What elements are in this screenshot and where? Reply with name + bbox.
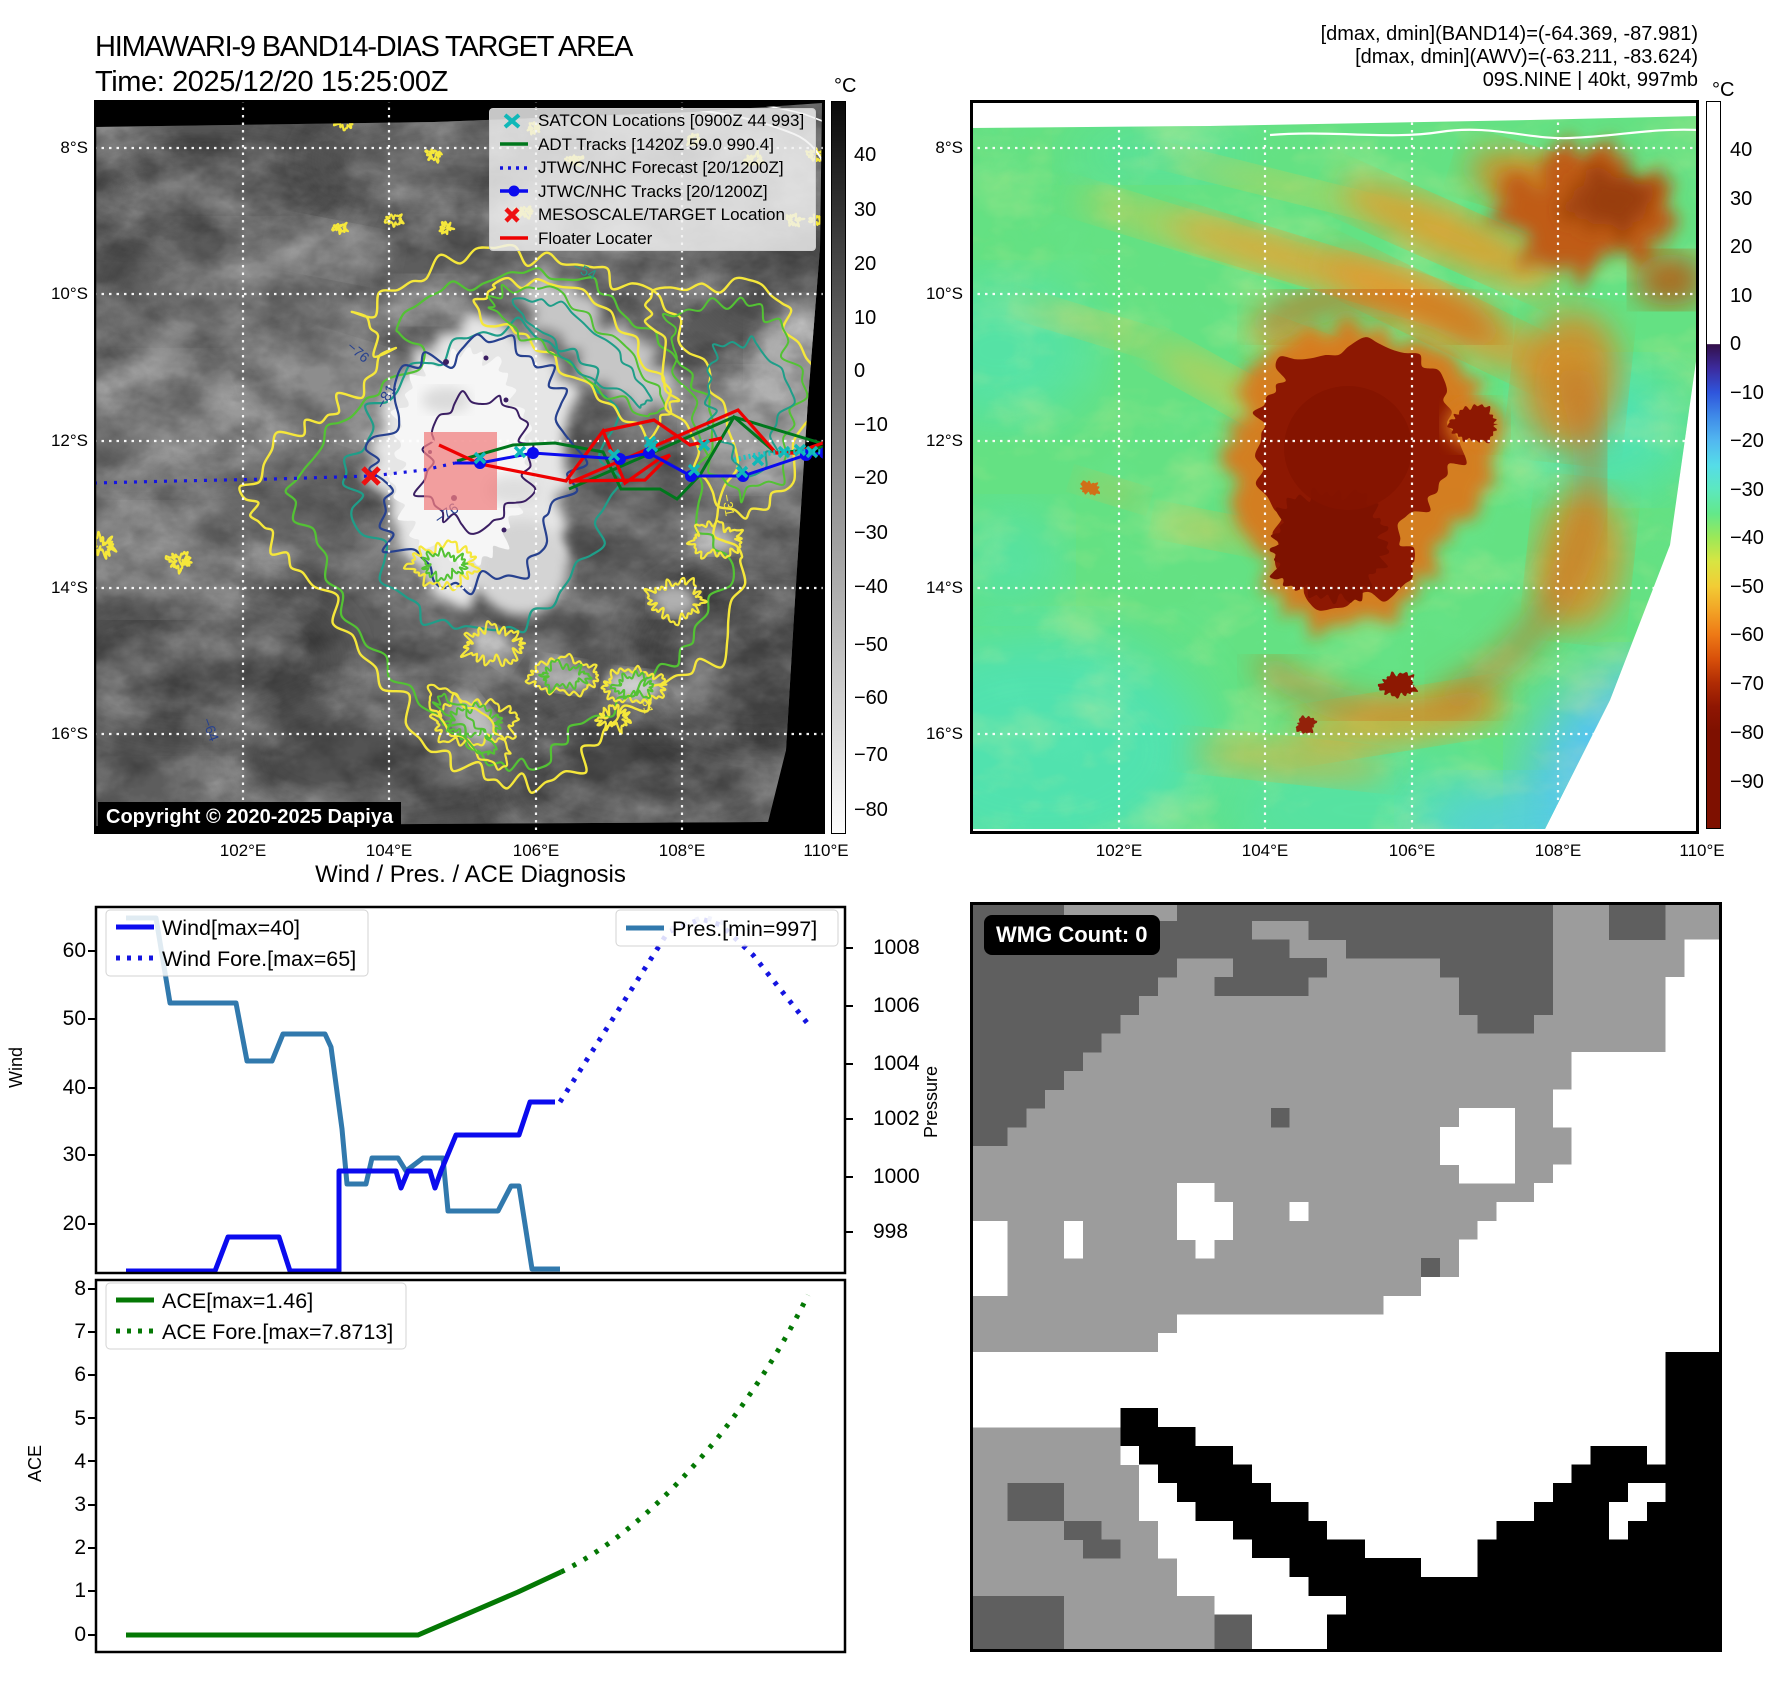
svg-text:ACE[max=1.46]: ACE[max=1.46] [162, 1289, 313, 1313]
svg-text:31: 31 [639, 698, 656, 715]
svg-text:Wind Fore.[max=65]: Wind Fore.[max=65] [162, 947, 356, 971]
svg-text:−64: −64 [199, 716, 222, 744]
svg-text:−31: −31 [719, 493, 738, 517]
svg-text:ACE Fore.[max=7.8713]: ACE Fore.[max=7.8713] [162, 1320, 393, 1344]
svg-text:Pres.[min=997]: Pres.[min=997] [672, 917, 817, 941]
svg-text:Wind[max=40]: Wind[max=40] [162, 916, 300, 940]
